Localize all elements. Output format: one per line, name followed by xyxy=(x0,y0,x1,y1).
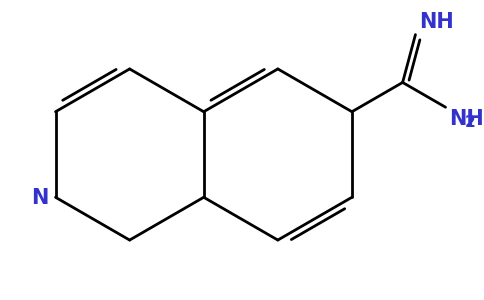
Text: N: N xyxy=(31,188,49,208)
Text: NH: NH xyxy=(449,110,484,130)
Text: NH: NH xyxy=(420,12,454,32)
Text: 2: 2 xyxy=(465,115,476,130)
